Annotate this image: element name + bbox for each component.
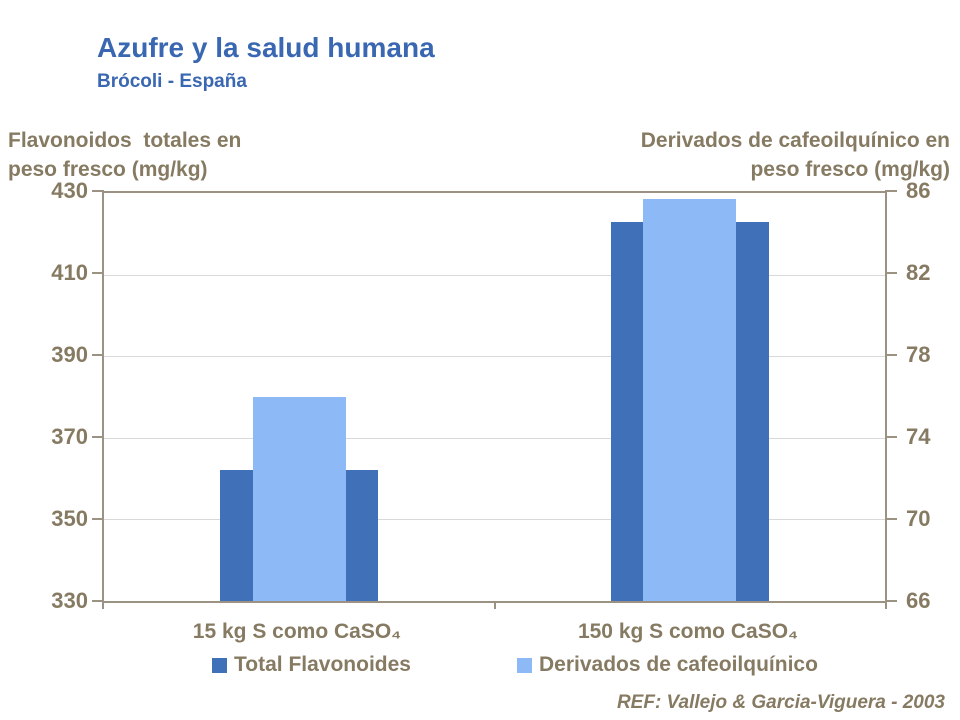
bar-derivados-de-cafeoilqu-nico-group1 <box>253 397 346 601</box>
gridline <box>104 275 885 276</box>
left-axis-tick-label: 390 <box>51 342 88 367</box>
legend-swatch-2 <box>517 657 532 673</box>
legend-label-1: Total Flavonoides <box>234 653 411 676</box>
right-axis-tick-mark <box>885 518 897 520</box>
legend-item-1: Total Flavonoides <box>212 653 411 677</box>
right-axis-tick-mark <box>885 600 897 602</box>
right-axis-tick-label: 86 <box>906 178 931 203</box>
gridline <box>104 519 885 520</box>
legend-swatch-1 <box>212 657 227 673</box>
right-axis-tick-mark <box>885 272 897 274</box>
right-axis-tick-mark <box>885 436 897 438</box>
left-axis-tick-mark <box>92 354 104 356</box>
left-axis-title: Flavonoidos totales en peso fresco (mg/k… <box>8 129 242 181</box>
page-title: Azufre y la salud humana <box>97 32 435 63</box>
x-axis-tick-mark <box>102 601 104 609</box>
right-axis-tick-mark <box>885 190 897 192</box>
left-axis-tick-label: 330 <box>51 588 88 613</box>
left-axis-tick-mark <box>92 518 104 520</box>
left-axis-tick-label: 370 <box>51 424 88 449</box>
gridline <box>104 356 885 357</box>
right-axis-tick-label: 78 <box>906 342 931 367</box>
plot-area <box>102 191 887 603</box>
legend-item-2: Derivados de cafeoilquínico <box>517 653 818 677</box>
bar-derivados-de-cafeoilqu-nico-group2 <box>643 199 736 601</box>
right-axis-tick-label: 74 <box>906 424 931 449</box>
right-axis-tick-label: 70 <box>906 506 931 531</box>
left-axis-tick-mark <box>92 600 104 602</box>
left-axis-tick-mark <box>92 436 104 438</box>
left-axis-tick-mark <box>92 272 104 274</box>
reference-citation: REF: Vallejo & Garcia-Viguera - 2003 <box>616 692 945 713</box>
right-axis-tick-mark <box>885 354 897 356</box>
left-axis-tick-label: 430 <box>51 178 88 203</box>
x-axis-tick-mark <box>494 601 496 609</box>
left-axis-tick-label: 350 <box>51 506 88 531</box>
category-label-group2: 150 kg S como CaSO₄ <box>577 620 799 643</box>
left-axis-tick-mark <box>92 190 104 192</box>
right-axis-tick-label: 66 <box>906 588 931 613</box>
category-label-group1: 15 kg S como CaSO₄ <box>192 620 402 643</box>
left-axis-tick-label: 410 <box>51 260 88 285</box>
right-axis-tick-label: 82 <box>906 260 931 285</box>
x-axis-tick-mark <box>885 601 887 609</box>
page-subtitle: Brócoli - España <box>97 71 247 92</box>
right-axis-title: Derivados de cafeoilquínico en peso fres… <box>640 129 950 181</box>
legend-label-2: Derivados de cafeoilquínico <box>539 653 818 676</box>
gridline <box>104 438 885 439</box>
